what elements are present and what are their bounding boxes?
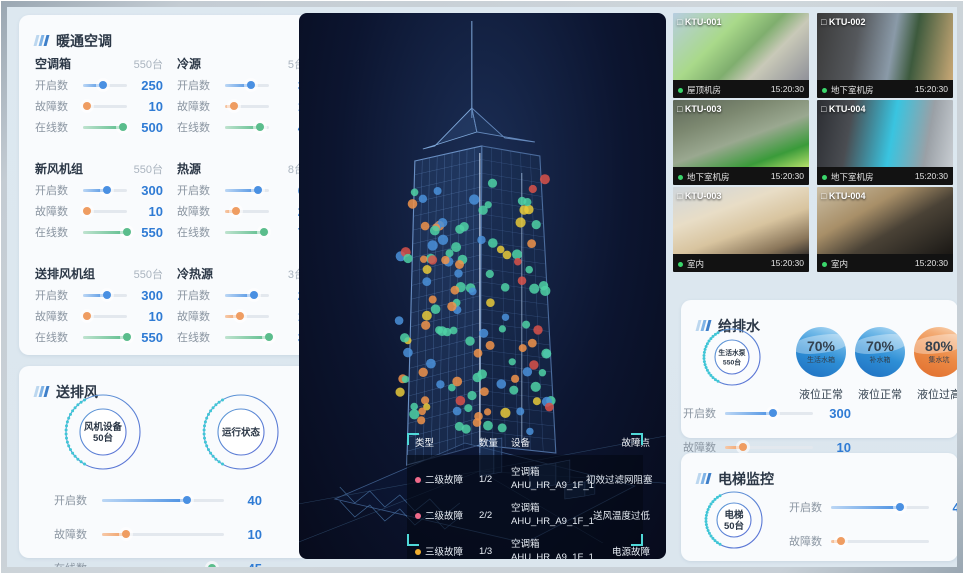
svg-text:运行状态: 运行状态 bbox=[222, 427, 261, 439]
svg-text:50台: 50台 bbox=[93, 432, 114, 444]
svg-text:电梯: 电梯 bbox=[724, 509, 744, 521]
svg-text:550台: 550台 bbox=[723, 358, 741, 367]
svg-text:风机设备: 风机设备 bbox=[84, 421, 123, 433]
svg-text:50台: 50台 bbox=[724, 520, 745, 532]
svg-text:生活水泵: 生活水泵 bbox=[718, 348, 745, 357]
